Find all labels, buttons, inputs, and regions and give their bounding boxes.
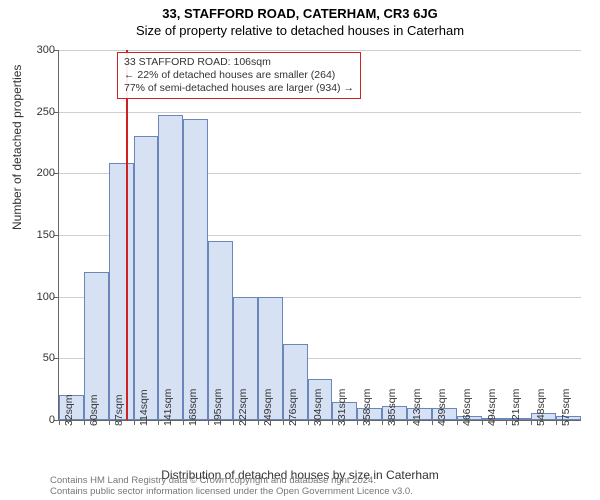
x-tick-label: 413sqm: [411, 389, 423, 426]
y-tick-label: 100: [37, 291, 59, 303]
x-tick-label: 466sqm: [461, 389, 473, 426]
x-tick-label: 358sqm: [361, 389, 373, 426]
gridline: [59, 112, 581, 113]
x-tick: [84, 420, 85, 425]
x-tick-label: 494sqm: [486, 389, 498, 426]
x-tick: [59, 420, 60, 425]
x-tick-label: 548sqm: [535, 389, 547, 426]
x-tick: [556, 420, 557, 425]
x-tick: [258, 420, 259, 425]
x-tick-label: 439sqm: [436, 389, 448, 426]
x-tick: [308, 420, 309, 425]
y-tick-label: 200: [37, 167, 59, 179]
x-tick: [283, 420, 284, 425]
gridline: [59, 50, 581, 51]
x-tick-label: 276sqm: [287, 389, 299, 426]
histogram-bar: [183, 119, 208, 420]
reference-marker-line: [126, 50, 128, 420]
histogram-bar: [158, 115, 183, 420]
x-tick-label: 60sqm: [88, 394, 100, 426]
chart-container: 33, STAFFORD ROAD, CATERHAM, CR3 6JG Siz…: [0, 0, 600, 500]
x-tick-label: 141sqm: [162, 389, 174, 426]
x-tick-label: 331sqm: [336, 389, 348, 426]
x-tick: [208, 420, 209, 425]
x-tick: [332, 420, 333, 425]
y-tick-label: 150: [37, 229, 59, 241]
x-tick: [233, 420, 234, 425]
x-tick-label: 521sqm: [510, 389, 522, 426]
footer-line-2: Contains public sector information licen…: [50, 487, 413, 498]
callout-box: 33 STAFFORD ROAD: 106sqm← 22% of detache…: [117, 52, 361, 99]
y-axis-title: Number of detached properties: [10, 65, 24, 230]
x-tick: [482, 420, 483, 425]
x-tick: [457, 420, 458, 425]
callout-line-3: 77% of semi-detached houses are larger (…: [124, 82, 354, 95]
chart-subtitle: Size of property relative to detached ho…: [0, 21, 600, 38]
plot-area: 05010015020025030032sqm60sqm87sqm114sqm1…: [58, 50, 581, 421]
x-tick-label: 32sqm: [63, 394, 75, 426]
x-tick: [382, 420, 383, 425]
x-tick: [407, 420, 408, 425]
x-tick-label: 249sqm: [262, 389, 274, 426]
x-tick: [134, 420, 135, 425]
x-tick-label: 304sqm: [312, 389, 324, 426]
callout-line-1: 33 STAFFORD ROAD: 106sqm: [124, 56, 354, 69]
x-tick-label: 575sqm: [560, 389, 572, 426]
x-tick: [158, 420, 159, 425]
histogram-bar: [134, 136, 159, 420]
x-tick-label: 222sqm: [237, 389, 249, 426]
x-tick: [506, 420, 507, 425]
x-tick-label: 385sqm: [386, 389, 398, 426]
x-tick: [357, 420, 358, 425]
x-tick-label: 168sqm: [187, 389, 199, 426]
x-tick-label: 195sqm: [212, 389, 224, 426]
x-tick: [183, 420, 184, 425]
histogram-bar: [109, 163, 134, 420]
x-tick: [432, 420, 433, 425]
chart-title-address: 33, STAFFORD ROAD, CATERHAM, CR3 6JG: [0, 0, 600, 21]
callout-line-2: ← 22% of detached houses are smaller (26…: [124, 69, 354, 82]
y-tick-label: 0: [49, 414, 59, 426]
y-tick-label: 50: [43, 352, 59, 364]
x-tick-label: 114sqm: [138, 389, 150, 426]
attribution-footer: Contains HM Land Registry data © Crown c…: [50, 476, 413, 498]
y-tick-label: 300: [37, 44, 59, 56]
x-tick: [531, 420, 532, 425]
x-tick-label: 87sqm: [113, 394, 125, 426]
y-tick-label: 250: [37, 106, 59, 118]
x-tick: [109, 420, 110, 425]
